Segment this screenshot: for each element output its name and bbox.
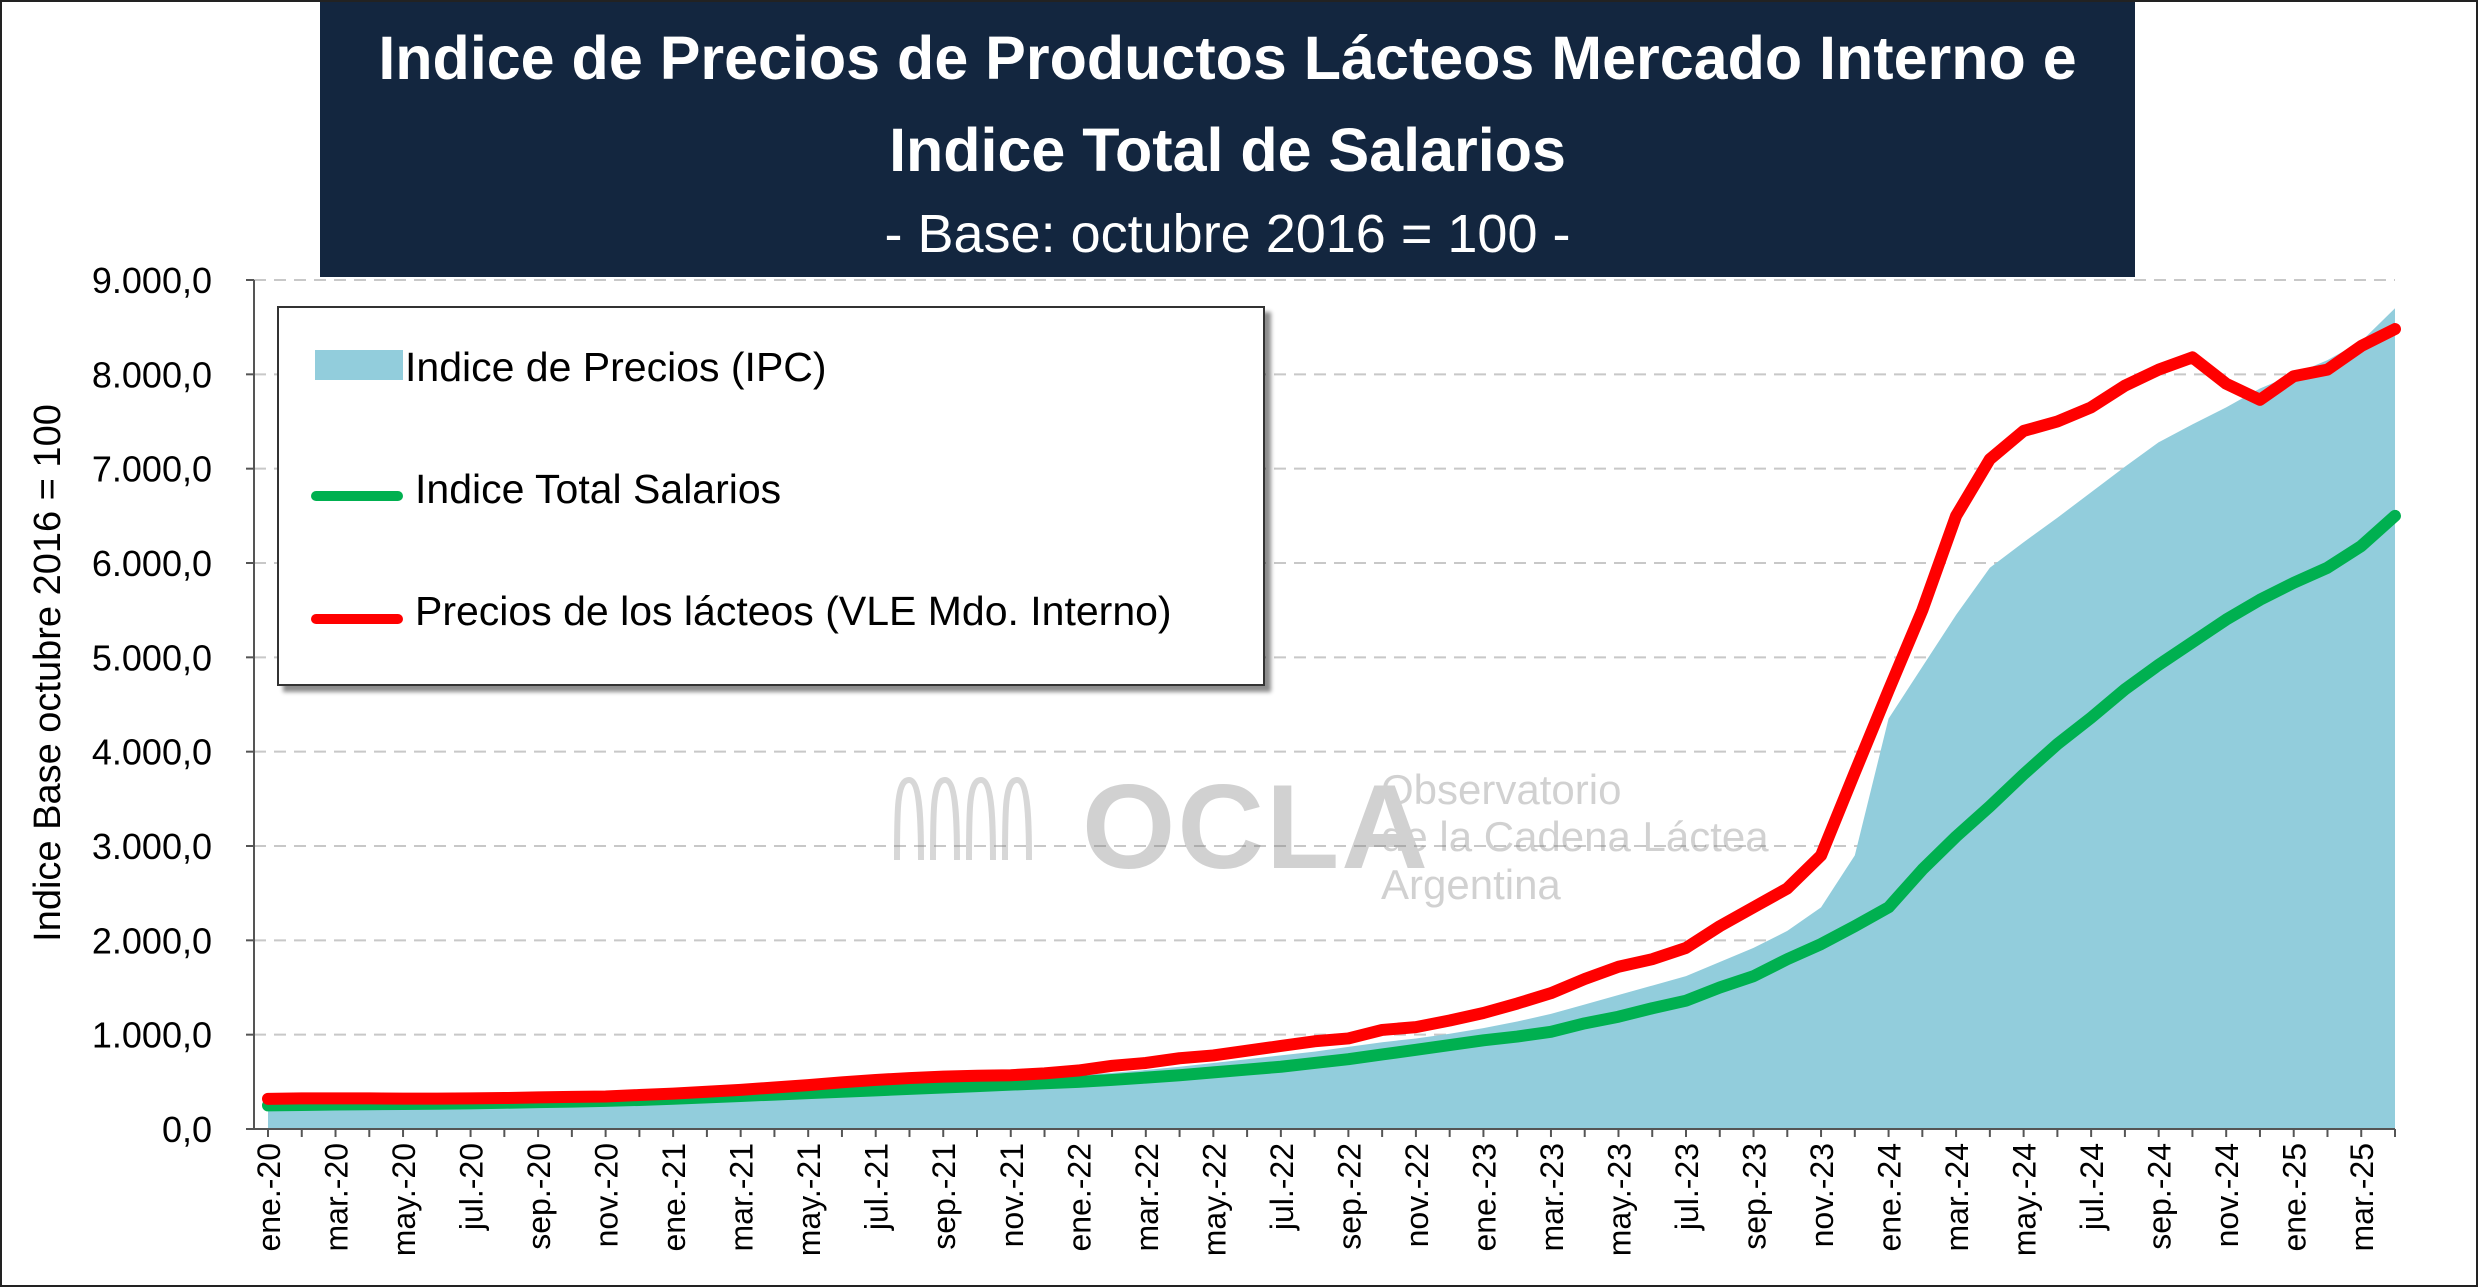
watermark-line-3: Argentina	[1381, 861, 1561, 908]
x-tick-label: may.-21	[791, 1143, 827, 1256]
x-tick-label: mar.-20	[319, 1143, 355, 1251]
watermark-line-2: de la Cadena Láctea	[1381, 813, 1769, 860]
y-tick-label: 0,0	[162, 1109, 212, 1150]
x-tick-label: may.-23	[1601, 1143, 1637, 1256]
x-tick-label: ene.-23	[1466, 1143, 1502, 1252]
series-lacteos-line	[262, 323, 2401, 1105]
x-tick-label: jul.-20	[454, 1143, 490, 1231]
y-tick-label: 5.000,0	[92, 637, 212, 678]
x-tick-label: may.-22	[1196, 1143, 1232, 1256]
x-tick-label: ene.-20	[251, 1143, 287, 1252]
x-tick-labels: ene.-20 mar.-20 may.-20 jul.-20 sep.-20 nov.-…	[251, 1143, 2380, 1256]
watermark-brand: OCLA	[1082, 760, 1430, 894]
legend-swatch-lacteos	[311, 614, 403, 624]
x-tick-label: nov.-24	[2209, 1143, 2245, 1247]
x-tick-label: mar.-24	[1939, 1143, 1975, 1251]
y-tick-label: 1.000,0	[92, 1015, 212, 1056]
y-tick-label: 6.000,0	[92, 543, 212, 584]
x-tick-label: nov.-23	[1804, 1143, 1840, 1247]
legend-label-lacteos: Precios de los lácteos (VLE Mdo. Interno…	[415, 588, 1172, 634]
legend-swatch-salarios	[311, 491, 403, 501]
chart-subtitle: - Base: octubre 2016 = 100 -	[884, 204, 1571, 264]
x-tick-label: mar.-22	[1129, 1143, 1165, 1251]
y-axis-title: Indice Base octubre 2016 = 100	[27, 404, 69, 942]
ocla-logo-icon	[894, 776, 1032, 861]
x-tick-label: sep.-21	[926, 1143, 962, 1250]
x-tick-label: may.-24	[2007, 1143, 2043, 1256]
x-tick-label: nov.-22	[1399, 1143, 1435, 1247]
legend-label-salarios: Indice Total Salarios	[415, 466, 782, 512]
line-layer	[262, 323, 2401, 1112]
x-tick-label: mar.-25	[2344, 1143, 2380, 1251]
x-tick-label: ene.-25	[2277, 1143, 2313, 1252]
x-tick-label: nov.-20	[589, 1143, 625, 1247]
y-tick-label: 2.000,0	[92, 920, 212, 961]
x-tick-label: jul.-23	[1669, 1143, 1705, 1231]
x-tick-label: jul.-21	[859, 1143, 895, 1231]
y-tick-label: 3.000,0	[92, 826, 212, 867]
x-tick-label: jul.-24	[2074, 1143, 2110, 1231]
axis-layer	[246, 279, 2396, 1137]
x-tick-label: mar.-23	[1534, 1143, 1570, 1251]
x-tick-label: sep.-23	[1737, 1143, 1773, 1250]
y-tick-label: 4.000,0	[92, 732, 212, 773]
x-tick-label: ene.-24	[1872, 1143, 1908, 1252]
legend-swatch-ipc	[315, 350, 403, 380]
x-tick-label: sep.-22	[1331, 1143, 1367, 1250]
chart-title-line-2: Indice Total de Salarios	[889, 116, 1566, 184]
watermark-line-1: Observatorio	[1381, 766, 1622, 813]
y-tick-label: 8.000,0	[92, 354, 212, 395]
chart-title-line-1: Indice de Precios de Productos Lácteos M…	[378, 24, 2077, 92]
x-tick-label: may.-20	[386, 1143, 422, 1256]
y-tick-labels: 0,0 1.000,0 2.000,0 3.000,0 4.000,0 5.000,0 6.…	[92, 260, 212, 1150]
y-tick-label: 9.000,0	[92, 260, 212, 301]
x-tick-label: jul.-22	[1264, 1143, 1300, 1231]
x-tick-label: nov.-21	[994, 1143, 1030, 1247]
x-tick-label: mar.-21	[724, 1143, 760, 1251]
y-tick-label: 7.000,0	[92, 449, 212, 490]
chart-legend: Indice de Precios (IPC) Indice Total Sal…	[277, 306, 1265, 686]
chart-title-box: Indice de Precios de Productos Lácteos M…	[320, 2, 2135, 277]
x-tick-label: ene.-21	[656, 1143, 692, 1252]
x-tick-label: sep.-20	[521, 1143, 557, 1250]
x-tick-label: sep.-24	[2142, 1143, 2178, 1250]
x-tick-label: ene.-22	[1061, 1143, 1097, 1252]
legend-label-ipc: Indice de Precios (IPC)	[405, 344, 827, 390]
